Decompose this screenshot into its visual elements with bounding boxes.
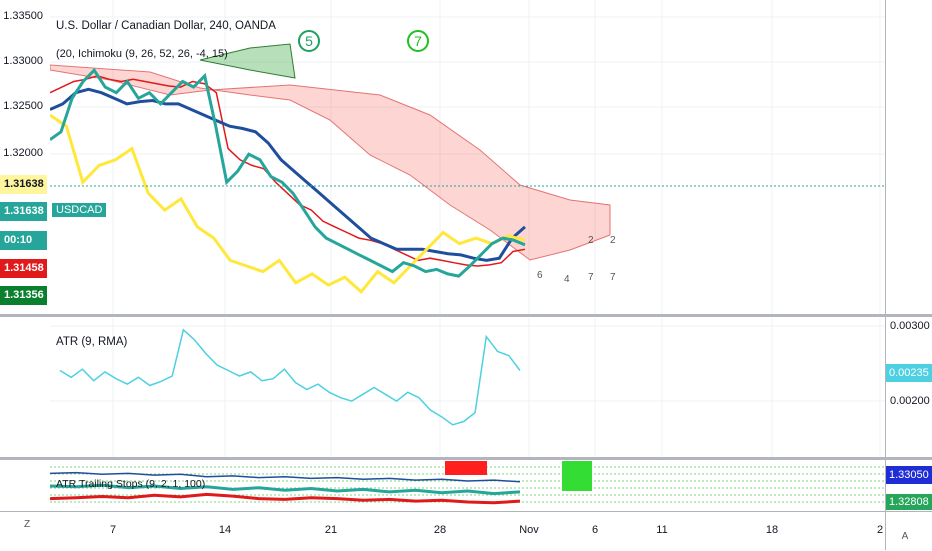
zoom-button[interactable]: Z — [23, 519, 31, 530]
x-tick-label: 6 — [591, 524, 599, 536]
atr-stops-svg[interactable] — [50, 461, 885, 511]
x-tick-label: 18 — [765, 524, 779, 536]
event-count: 6 — [537, 270, 543, 281]
symbol-tag: USDCAD — [52, 203, 107, 217]
atr-chart-svg[interactable] — [50, 318, 885, 457]
auto-scale-button[interactable]: A — [901, 531, 909, 542]
time-axis[interactable] — [0, 511, 932, 551]
series-line — [50, 483, 521, 496]
event-count: 2 — [610, 235, 616, 246]
stops-blue-badge: 1.33050 — [886, 466, 932, 484]
green-line-badge: 1.31356 — [0, 286, 47, 305]
stop-signal-green — [562, 461, 592, 491]
atr-legend[interactable]: ATR (9, RMA) — [56, 336, 128, 348]
x-tick-label: 7 — [109, 524, 117, 536]
y-tick-label: 1.33500 — [3, 10, 43, 22]
event-count: 4 — [564, 274, 570, 285]
pane-divider[interactable] — [0, 314, 932, 317]
x-tick-label: 21 — [324, 524, 338, 536]
stops-green-badge: 1.32808 — [886, 494, 932, 510]
x-tick-label: Nov — [519, 524, 539, 536]
series-line — [50, 67, 526, 278]
event-count: 2 — [588, 235, 594, 246]
ichimoku-cloud — [50, 64, 611, 261]
y-tick-label: 1.32500 — [3, 100, 43, 112]
x-tick-label: 28 — [433, 524, 447, 536]
ichimoku-cloud-green — [199, 43, 296, 79]
x-tick-label: 2 — [876, 524, 884, 536]
last-price-badge: 1.31638 — [0, 175, 47, 194]
symbol-price-badge: 1.31638 — [0, 202, 47, 221]
pane-divider[interactable] — [0, 457, 932, 460]
series-line — [50, 492, 521, 505]
ichimoku-legend[interactable]: (20, Ichimoku (9, 26, 52, 26, -4, 15) — [56, 48, 228, 60]
atr-y-tick: 0.00300 — [890, 320, 930, 332]
y-tick-label: 1.32000 — [3, 147, 43, 159]
atr-trailing-stops-pane[interactable] — [50, 461, 885, 511]
atr-stops-legend[interactable]: ATR Trailing Stops (9, 2, 1, 100) — [56, 478, 206, 490]
circle-marker[interactable]: 7 — [407, 30, 429, 52]
x-tick-label: 14 — [218, 524, 232, 536]
red-line-badge: 1.31458 — [0, 259, 47, 278]
event-count: 7 — [610, 272, 616, 283]
series-line — [59, 328, 521, 426]
event-count: 7 — [588, 272, 594, 283]
countdown-badge: 00:10 — [0, 231, 47, 250]
chart-title[interactable]: U.S. Dollar / Canadian Dollar, 240, OAND… — [56, 20, 276, 32]
price-chart-pane[interactable] — [50, 0, 885, 314]
atr-y-tick: 0.00200 — [890, 395, 930, 407]
stop-signal-red — [445, 461, 487, 475]
atr-current-badge: 0.00235 — [886, 364, 932, 382]
series-line — [50, 471, 521, 483]
atr-pane[interactable] — [50, 318, 885, 457]
series-line — [50, 75, 526, 267]
series-line — [50, 87, 526, 262]
series-line — [50, 113, 526, 294]
y-tick-label: 1.33000 — [3, 55, 43, 67]
circle-marker[interactable]: 5 — [298, 30, 320, 52]
price-chart-svg[interactable] — [50, 0, 885, 314]
x-tick-label: 11 — [656, 524, 668, 536]
right-axis-border — [885, 0, 886, 550]
